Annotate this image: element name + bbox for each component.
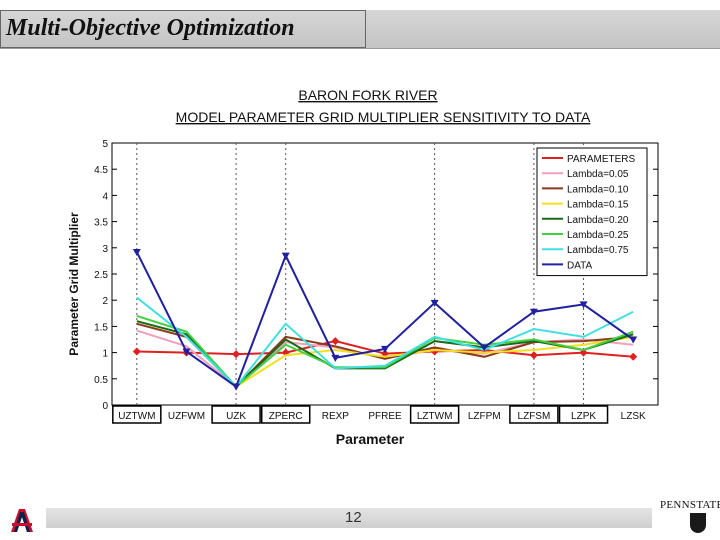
footer-bar [46, 508, 652, 528]
x-tick-label: LZTWM [417, 411, 453, 422]
x-tick-box [211, 405, 261, 424]
x-tick-label: UZFWM [168, 411, 205, 422]
x-tick-label: UZTWM [118, 411, 155, 422]
y-tick-label: 4.5 [94, 165, 108, 176]
data-point [480, 344, 489, 352]
y-tick-label: 0.5 [94, 375, 108, 386]
y-tick-label: 3 [102, 244, 108, 255]
x-tick-label: LZFPM [468, 411, 501, 422]
data-point [629, 352, 638, 361]
y-tick-label: 3.5 [94, 218, 108, 229]
x-tick-box [260, 405, 311, 424]
x-tick-label: LZSK [621, 411, 646, 422]
data-point [529, 308, 538, 316]
brand-wordmark: PENNSTATE [660, 499, 720, 511]
x-tick-box [409, 405, 460, 424]
legend-label: Lambda=0.25 [567, 230, 629, 241]
x-tick-label: PFREE [368, 411, 402, 422]
university-logo-icon [11, 509, 33, 532]
y-tick-label: 2 [102, 296, 108, 307]
data-point [132, 248, 141, 256]
slide-title-bar: Multi-Objective Optimization [0, 10, 720, 49]
data-point [381, 345, 389, 353]
legend-label: Lambda=0.75 [567, 245, 629, 256]
y-tick-label: 1.5 [94, 322, 108, 333]
x-tick-label: REXP [322, 411, 350, 422]
y-tick-label: 0 [102, 401, 108, 412]
x-tick-label: ZPERC [269, 411, 303, 422]
x-tick-box [558, 405, 609, 424]
slide-title-frame [0, 10, 366, 48]
data-point [529, 351, 538, 360]
legend-label: Lambda=0.15 [567, 200, 629, 211]
x-tick-label: LZPK [571, 411, 596, 422]
x-tick-label: UZK [226, 411, 246, 422]
chart-subtitle: MODEL PARAMETER GRID MULTIPLIER SENSITIV… [176, 109, 591, 125]
data-point [430, 299, 439, 307]
x-tick-box [112, 405, 162, 424]
chart-root: BARON FORK RIVER MODEL PARAMETER GRID MUL… [67, 87, 659, 447]
page-number: 12 [345, 509, 362, 526]
shield-logo-icon [690, 513, 706, 533]
y-tick-label: 4 [102, 191, 108, 202]
x-tick-box [509, 405, 559, 424]
slide-title: Multi-Objective Optimization [6, 15, 295, 41]
y-axis-label: Parameter Grid Multiplier [67, 212, 81, 356]
legend-label: Lambda=0.10 [567, 184, 629, 195]
series-line-5 [136, 314, 634, 389]
data-point [132, 347, 141, 356]
legend-label: DATA [567, 260, 593, 271]
data-point [331, 337, 340, 346]
chart-title: BARON FORK RIVER [298, 87, 437, 103]
data-point [579, 301, 588, 309]
x-axis-label: Parameter [336, 431, 405, 447]
data-point [232, 350, 241, 359]
data-point [629, 336, 638, 344]
data-point [281, 252, 290, 260]
legend-label: Lambda=0.20 [567, 215, 629, 226]
legend [536, 147, 648, 277]
data-point [232, 383, 241, 391]
data-point [182, 348, 191, 356]
x-tick-label: LZFSM [518, 411, 551, 422]
y-tick-label: 1 [102, 349, 108, 360]
legend-label: PARAMETERS [567, 154, 635, 165]
data-point [331, 354, 340, 362]
y-tick-label: 5 [102, 139, 108, 150]
y-tick-label: 2.5 [94, 270, 108, 281]
series-line-6 [136, 296, 634, 389]
legend-label: Lambda=0.05 [567, 169, 629, 180]
